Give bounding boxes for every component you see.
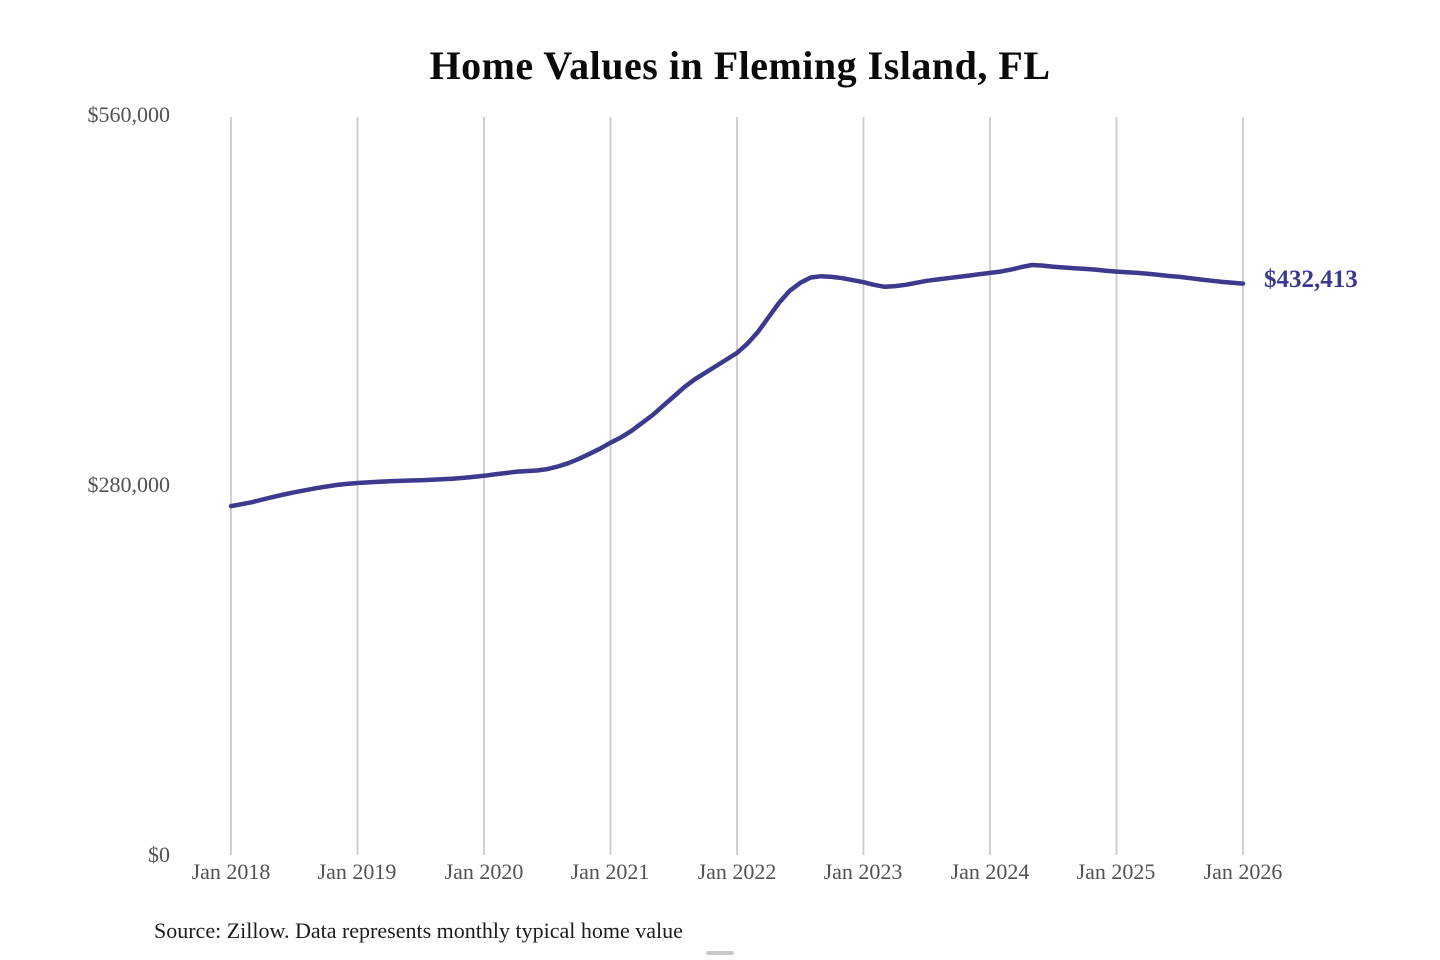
x-tick-jan-2020: Jan 2020 <box>444 859 524 884</box>
x-tick-jan-2025: Jan 2025 <box>1076 859 1156 884</box>
x-tick-jan-2026: Jan 2026 <box>1203 859 1283 884</box>
chart-title: Home Values in Fleming Island, FL <box>429 43 1051 88</box>
y-tick-0: $0 <box>148 842 170 867</box>
x-tick-jan-2024: Jan 2024 <box>950 859 1030 884</box>
x-tick-jan-2023: Jan 2023 <box>823 859 903 884</box>
x-tick-jan-2018: Jan 2018 <box>191 859 271 884</box>
x-tick-jan-2019: Jan 2019 <box>317 859 397 884</box>
x-tick-jan-2021: Jan 2021 <box>570 859 650 884</box>
y-tick-280000: $280,000 <box>87 472 171 497</box>
y-tick-560000: $560,000 <box>87 102 171 127</box>
x-tick-jan-2022: Jan 2022 <box>697 859 777 884</box>
cutoff-text-artifact <box>706 951 734 955</box>
home-value-line-series <box>228 262 1246 509</box>
current-value-label: $432,413 <box>1264 266 1358 293</box>
source-note: Source: Zillow. Data represents monthly … <box>154 918 683 943</box>
